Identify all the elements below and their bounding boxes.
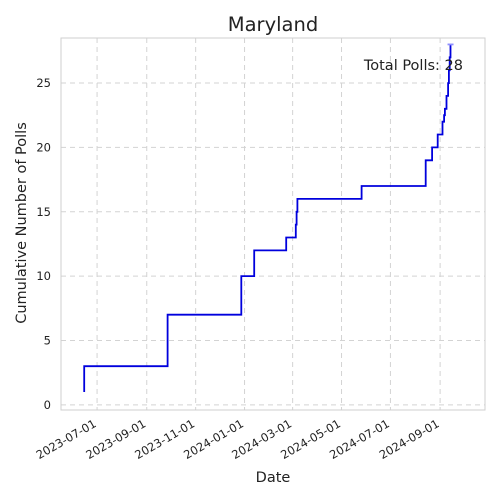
total-polls-annotation: Total Polls: 28 <box>363 58 463 74</box>
y-tick-labels: 0 5 10 15 20 25 <box>36 76 51 412</box>
x-axis-label: Date <box>256 470 291 486</box>
y-tick-label: 25 <box>36 76 51 90</box>
y-tick-label: 0 <box>44 398 51 412</box>
x-tick-labels: 2023-07-012023-09-012023-11-012024-01-01… <box>34 416 442 462</box>
y-axis-label: Cumulative Number of Polls <box>14 122 30 324</box>
y-tick-label: 10 <box>36 269 51 283</box>
series-layer <box>83 43 454 392</box>
plot-frame <box>60 37 486 411</box>
chart-title: Maryland <box>228 13 318 36</box>
grid <box>61 38 485 410</box>
y-tick-label: 15 <box>36 205 51 219</box>
cumulative-polls-line <box>83 44 452 392</box>
y-tick-label: 20 <box>36 140 51 154</box>
y-tick-label: 5 <box>44 333 51 347</box>
